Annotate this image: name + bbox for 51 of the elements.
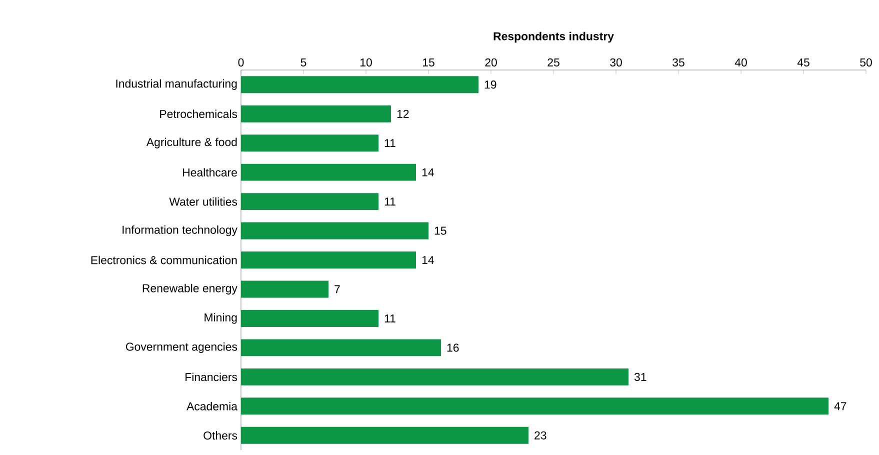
y-tick-label: Academia <box>186 402 238 410</box>
data-label: 23 <box>534 431 546 440</box>
bar <box>241 193 379 210</box>
x-tick-label: 40 <box>734 58 747 66</box>
x-tick-label: 45 <box>797 58 810 66</box>
y-tick-label: Petrochemicals <box>160 110 238 118</box>
bar <box>241 105 392 122</box>
bar <box>241 426 529 444</box>
y-tick-label: Water utilities <box>169 197 238 206</box>
x-tick-label: 20 <box>485 58 497 66</box>
data-label: 47 <box>834 402 846 410</box>
x-tick-label: 50 <box>860 58 872 66</box>
bar <box>241 398 829 415</box>
x-tick-label: 5 <box>300 58 306 66</box>
data-label: 11 <box>384 314 396 322</box>
x-tick-label: 30 <box>610 58 622 66</box>
y-tick-label: Others <box>204 431 238 440</box>
bar <box>241 164 416 181</box>
bar <box>241 76 479 94</box>
data-label: 7 <box>334 285 340 294</box>
y-tick-label: Industrial manufacturing <box>116 79 237 90</box>
bar <box>241 280 328 298</box>
bar <box>241 368 629 386</box>
bar <box>241 222 429 240</box>
bar <box>241 339 442 356</box>
data-label: 19 <box>484 80 496 89</box>
x-tick-label: 35 <box>672 58 684 66</box>
y-tick-label: Healthcare <box>183 168 237 177</box>
x-tick-label: 15 <box>423 58 434 66</box>
data-label: 11 <box>384 198 396 206</box>
data-label: 31 <box>634 372 646 381</box>
y-tick-label: Agriculture & food <box>146 138 237 148</box>
y-tick-label: Financiers <box>186 372 238 382</box>
y-tick-label: Government agencies <box>126 342 238 354</box>
bar <box>241 252 416 268</box>
y-tick-label: Mining <box>204 313 237 324</box>
data-label: 16 <box>447 344 459 352</box>
y-tick-label: Information technology <box>122 225 238 236</box>
data-label: 14 <box>422 256 434 264</box>
x-tick-label: 10 <box>360 58 372 66</box>
data-label: 12 <box>397 110 409 118</box>
bar <box>241 134 379 152</box>
y-tick-label: Renewable energy <box>142 284 238 295</box>
data-label: 11 <box>384 139 396 148</box>
data-label: 15 <box>434 226 446 235</box>
bar <box>241 310 379 327</box>
data-label: 14 <box>422 168 434 176</box>
chart-title: Respondents industry <box>494 32 614 43</box>
x-tick-label: 25 <box>548 58 560 66</box>
x-tick-label: 0 <box>238 58 244 66</box>
y-tick-label: Electronics & communication <box>91 256 237 264</box>
